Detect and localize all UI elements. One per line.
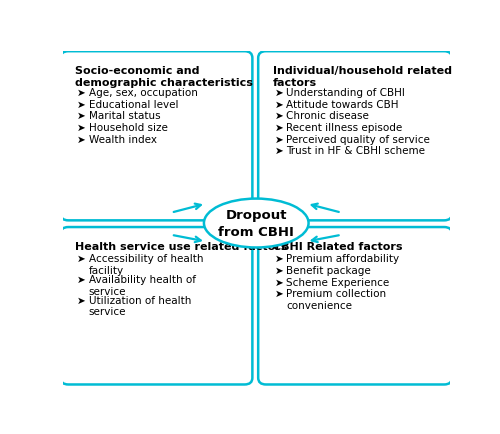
Text: Premium affordability: Premium affordability <box>286 254 400 264</box>
Text: Accessibility of health
facility: Accessibility of health facility <box>89 254 204 275</box>
Text: ➤: ➤ <box>275 99 283 109</box>
Text: Attitude towards CBH: Attitude towards CBH <box>286 99 399 109</box>
FancyBboxPatch shape <box>60 52 252 221</box>
FancyBboxPatch shape <box>258 52 452 221</box>
Text: ➤: ➤ <box>77 111 86 121</box>
Text: ➤: ➤ <box>275 265 283 275</box>
Ellipse shape <box>204 199 308 248</box>
FancyBboxPatch shape <box>258 227 452 385</box>
Text: ➤: ➤ <box>275 134 283 144</box>
Text: Individual/household related
factors: Individual/household related factors <box>273 66 452 88</box>
Text: Benefit package: Benefit package <box>286 265 371 275</box>
Text: Perceived quality of service: Perceived quality of service <box>286 134 430 144</box>
Text: ➤: ➤ <box>77 254 86 264</box>
Text: Socio-economic and
demographic characteristics: Socio-economic and demographic character… <box>76 66 253 88</box>
Text: Scheme Experience: Scheme Experience <box>286 277 390 287</box>
Text: ➤: ➤ <box>275 289 283 299</box>
Text: Availability health of
service: Availability health of service <box>89 274 196 296</box>
Text: Marital status: Marital status <box>89 111 160 121</box>
Text: Household size: Household size <box>89 123 168 133</box>
Text: Utilization of health
service: Utilization of health service <box>89 295 191 316</box>
Text: Trust in HF & CBHI scheme: Trust in HF & CBHI scheme <box>286 146 426 156</box>
Text: Educational level: Educational level <box>89 99 178 109</box>
Text: ➤: ➤ <box>77 134 86 144</box>
Text: ➤: ➤ <box>275 254 283 264</box>
Text: ➤: ➤ <box>275 111 283 121</box>
Text: ➤: ➤ <box>77 123 86 133</box>
Text: CBHI Related factors: CBHI Related factors <box>273 242 402 252</box>
Text: ➤: ➤ <box>275 88 283 98</box>
Text: ➤: ➤ <box>77 274 86 284</box>
Text: Dropout
from CBHI: Dropout from CBHI <box>218 209 294 238</box>
FancyBboxPatch shape <box>60 227 252 385</box>
Text: Understanding of CBHI: Understanding of CBHI <box>286 88 406 98</box>
Text: ➤: ➤ <box>275 277 283 287</box>
Text: Chronic disease: Chronic disease <box>286 111 370 121</box>
Text: ➤: ➤ <box>77 99 86 109</box>
Text: Health service use related factors: Health service use related factors <box>76 242 288 252</box>
Text: Recent illness episode: Recent illness episode <box>286 123 403 133</box>
Text: ➤: ➤ <box>275 123 283 133</box>
Text: ➤: ➤ <box>77 295 86 305</box>
Text: Wealth index: Wealth index <box>89 134 157 144</box>
Text: ➤: ➤ <box>77 88 86 98</box>
Text: Age, sex, occupation: Age, sex, occupation <box>89 88 198 98</box>
Text: Premium collection
convenience: Premium collection convenience <box>286 289 386 310</box>
Text: ➤: ➤ <box>275 146 283 156</box>
